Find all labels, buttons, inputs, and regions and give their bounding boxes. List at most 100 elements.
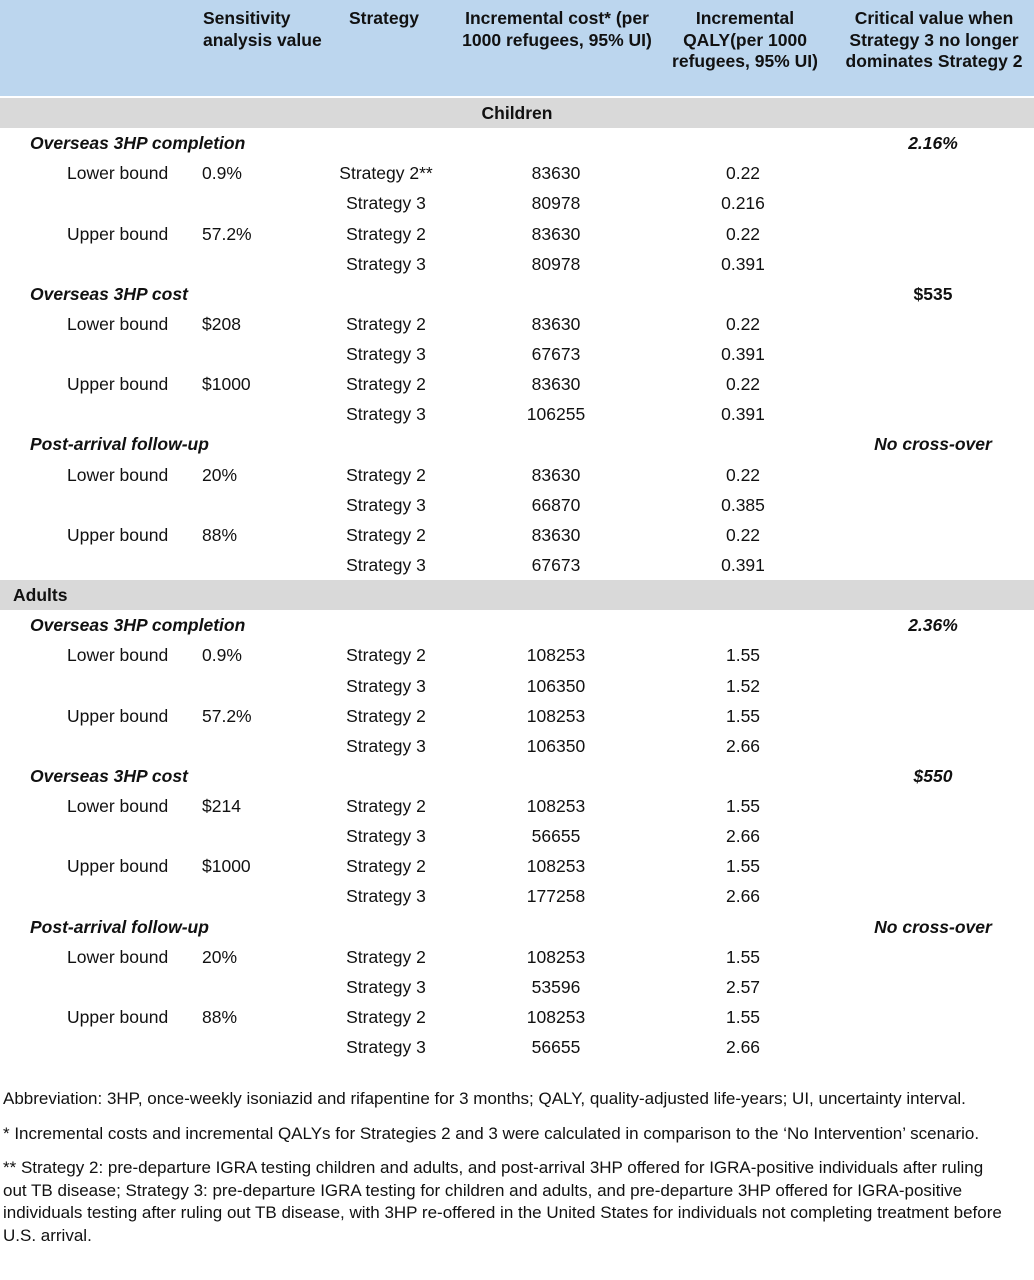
critical-value: $550 xyxy=(913,765,953,786)
bound-label: Lower bound xyxy=(67,796,169,816)
strategy-cell: Strategy 2 xyxy=(346,524,426,545)
table-row: Lower bound 0.9% Strategy 2 108253 1.55 xyxy=(0,640,1034,670)
footnote-incremental: * Incremental costs and incremental QALY… xyxy=(3,1123,980,1143)
qaly-cell: 2.66 xyxy=(725,735,761,756)
table-row: Upper bound 88% Strategy 2 83630 0.22 xyxy=(0,520,1034,550)
bound-label: Upper bound xyxy=(67,1006,169,1027)
strategy-cell: Strategy 3 xyxy=(346,344,426,364)
strategy-cell: Strategy 3 xyxy=(346,976,426,997)
qaly-cell: 0.391 xyxy=(721,344,765,364)
parameter-row: Overseas 3HP cost $550 xyxy=(0,761,1034,791)
critical-value: $535 xyxy=(913,283,953,304)
bound-label: Lower bound xyxy=(67,163,169,184)
qaly-cell: 2.66 xyxy=(725,1037,761,1057)
table-row: Upper bound 57.2% Strategy 2 108253 1.55 xyxy=(0,701,1034,731)
strategy-cell: Strategy 3 xyxy=(346,886,426,907)
parameter-row: Post-arrival follow-up No cross-over xyxy=(0,429,1034,459)
cost-cell: 83630 xyxy=(531,223,581,244)
cost-cell: 83630 xyxy=(531,163,581,184)
strategy-cell: Strategy 2 xyxy=(346,313,426,334)
strategy-cell: Strategy 2 xyxy=(346,796,426,816)
critical-value: No cross-over xyxy=(874,434,992,455)
bound-label: Upper bound xyxy=(67,705,169,726)
strategy-cell: Strategy 3 xyxy=(346,554,426,575)
group-row-children: Children xyxy=(0,98,1034,128)
cost-cell: 66870 xyxy=(531,494,581,515)
cost-cell: 80978 xyxy=(531,253,581,274)
qaly-cell: 1.55 xyxy=(725,1006,761,1027)
cost-cell: 108253 xyxy=(526,946,586,967)
cost-cell: 108253 xyxy=(526,796,586,816)
bound-value: 20% xyxy=(202,946,238,967)
cost-cell: 108253 xyxy=(526,705,586,726)
table-row: Upper bound 88% Strategy 2 108253 1.55 xyxy=(0,1002,1034,1032)
critical-value: 2.36% xyxy=(908,615,958,636)
table-row: Strategy 3 67673 0.391 xyxy=(0,550,1034,580)
table-row: Lower bound 20% Strategy 2 83630 0.22 xyxy=(0,460,1034,490)
qaly-cell: 1.52 xyxy=(725,675,761,696)
strategy-cell: Strategy 3 xyxy=(346,404,426,425)
cost-cell: 106255 xyxy=(526,404,586,425)
qaly-cell: 0.22 xyxy=(725,524,761,545)
table-row: Upper bound $1000 Strategy 2 83630 0.22 xyxy=(0,369,1034,399)
strategy-cell: Strategy 3 xyxy=(346,253,426,274)
bound-value: $1000 xyxy=(202,374,251,395)
strategy-cell: Strategy 3 xyxy=(346,826,426,847)
strategy-cell: Strategy 3 xyxy=(346,735,426,756)
cost-cell: 67673 xyxy=(531,554,581,575)
parameter-row: Overseas 3HP cost $535 xyxy=(0,279,1034,309)
bound-value: 0.9% xyxy=(202,645,242,666)
bound-label: Lower bound xyxy=(67,946,169,967)
bound-label: Lower bound xyxy=(67,313,169,334)
qaly-cell: 0.22 xyxy=(725,374,761,395)
bound-value: 57.2% xyxy=(202,705,252,726)
qaly-cell: 0.22 xyxy=(725,223,761,244)
cost-cell: 56655 xyxy=(531,1037,581,1057)
bound-label: Upper bound xyxy=(67,856,169,877)
cost-cell: 177258 xyxy=(526,886,586,907)
group-label: Children xyxy=(481,103,553,123)
parameter-name: Overseas 3HP cost xyxy=(30,283,188,304)
qaly-cell: 0.22 xyxy=(725,163,761,184)
table-row: Strategy 3 80978 0.391 xyxy=(0,249,1034,279)
cost-cell: 106350 xyxy=(526,735,586,756)
cost-cell: 108253 xyxy=(526,1006,586,1027)
table-row: Lower bound $208 Strategy 2 83630 0.22 xyxy=(0,309,1034,339)
cost-cell: 83630 xyxy=(531,524,581,545)
qaly-cell: 0.22 xyxy=(725,464,761,485)
qaly-cell: 1.55 xyxy=(725,705,761,726)
strategy-cell: Strategy 2 xyxy=(346,223,426,244)
table-row: Upper bound 57.2% Strategy 2 83630 0.22 xyxy=(0,219,1034,249)
critical-value: No cross-over xyxy=(874,916,992,937)
table-row: Strategy 3 56655 2.66 xyxy=(0,1032,1034,1062)
qaly-cell: 1.55 xyxy=(725,946,761,967)
qaly-cell: 0.391 xyxy=(721,404,765,425)
table-row: Lower bound 20% Strategy 2 108253 1.55 xyxy=(0,942,1034,972)
strategy-cell: Strategy 2 xyxy=(346,464,426,485)
bound-value: $214 xyxy=(202,796,241,816)
header-sensitivity: Sensitivity analysis value xyxy=(203,8,322,50)
qaly-cell: 0.216 xyxy=(721,193,765,214)
cost-cell: 53596 xyxy=(531,976,581,997)
table-row: Upper bound $1000 Strategy 2 108253 1.55 xyxy=(0,851,1034,881)
cost-cell: 108253 xyxy=(526,645,586,666)
bound-value: 57.2% xyxy=(202,223,252,244)
qaly-cell: 2.66 xyxy=(725,886,761,907)
table-row: Strategy 3 80978 0.216 xyxy=(0,188,1034,218)
bound-label: Upper bound xyxy=(67,223,169,244)
strategy-cell: Strategy 2 xyxy=(346,645,426,666)
strategy-cell: Strategy 2 xyxy=(346,946,426,967)
qaly-cell: 0.391 xyxy=(721,253,765,274)
footnotes: Abbreviation: 3HP, once-weekly isoniazid… xyxy=(3,1088,1003,1259)
header-incremental-qaly: Incremental QALY(per 1000 refugees, 95% … xyxy=(672,8,818,71)
parameter-name: Post-arrival follow-up xyxy=(30,434,209,455)
header-incremental-cost: Incremental cost* (per 1000 refugees, 95… xyxy=(462,8,652,50)
parameter-name: Post-arrival follow-up xyxy=(30,916,209,937)
cost-cell: 83630 xyxy=(531,374,581,395)
cost-cell: 56655 xyxy=(531,826,581,847)
qaly-cell: 0.391 xyxy=(721,554,765,575)
table-row: Strategy 3 106350 2.66 xyxy=(0,731,1034,761)
group-label: Adults xyxy=(13,585,68,606)
parameter-name: Overseas 3HP cost xyxy=(30,765,188,786)
qaly-cell: 2.66 xyxy=(725,826,761,847)
